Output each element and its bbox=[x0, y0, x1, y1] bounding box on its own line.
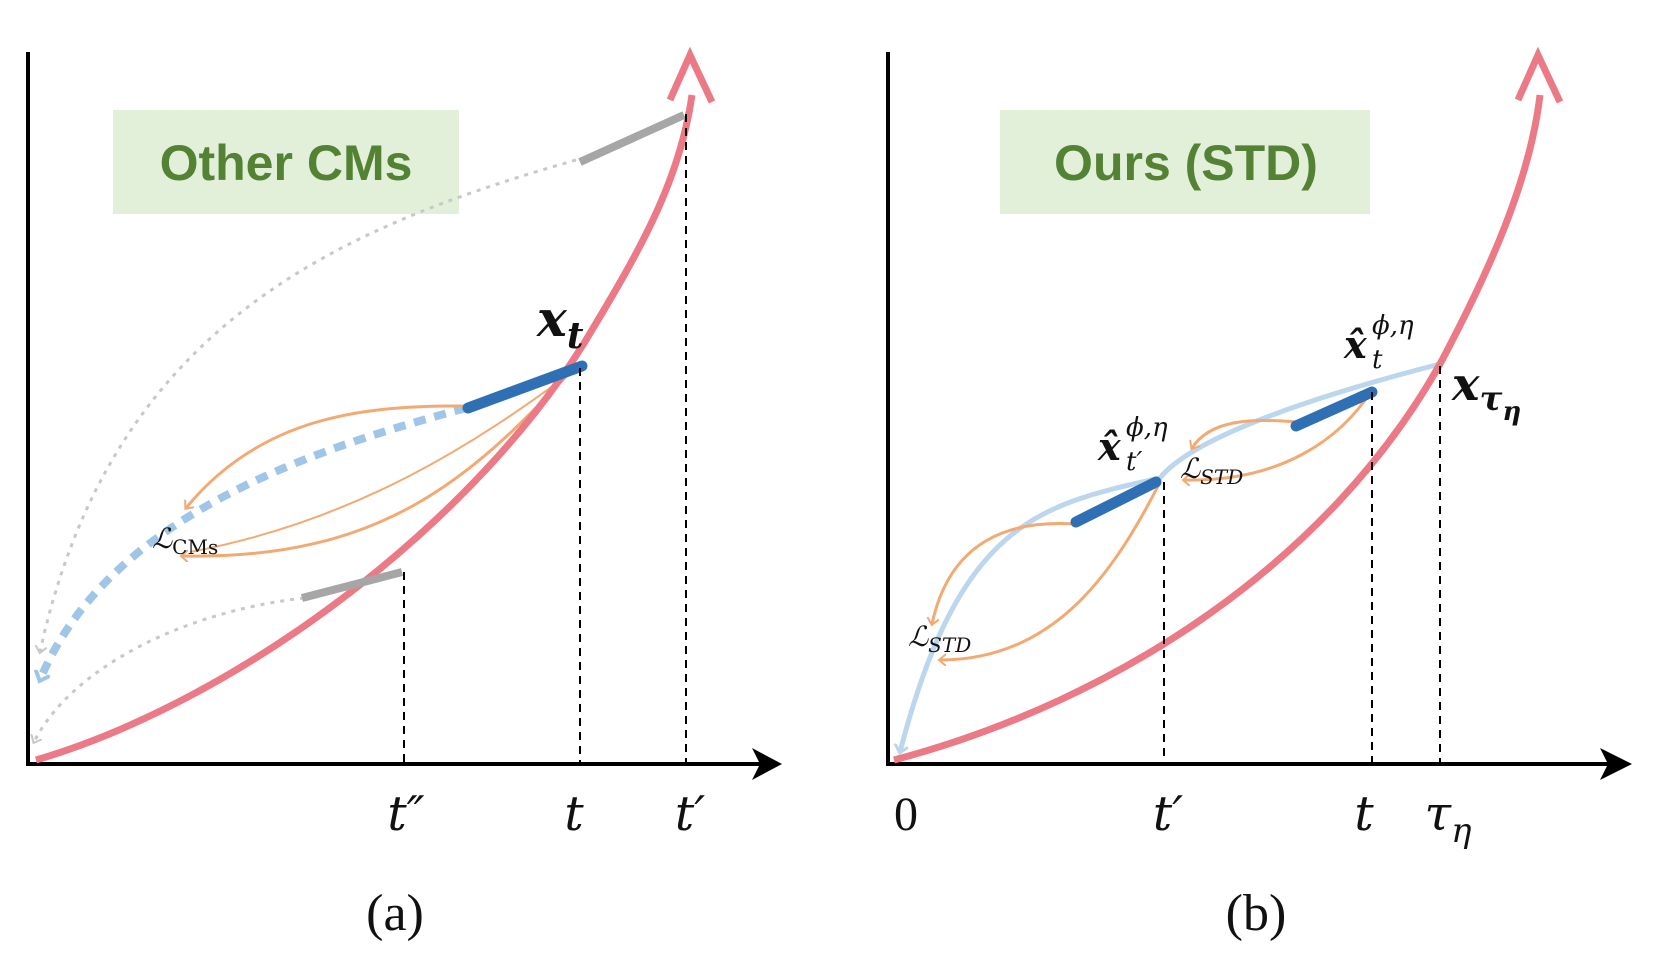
panel-a-dotted-path-top bbox=[40, 158, 577, 652]
panel-a-loss-arrow-lower bbox=[182, 368, 574, 556]
panel-b-est-tp-label: x̂ bbox=[1097, 424, 1122, 469]
panel-b-tick-t: t bbox=[1354, 786, 1374, 842]
panel-b-trajectory-arrowhead bbox=[1514, 46, 1564, 104]
panel-b-x-axis-arrowhead bbox=[1600, 748, 1632, 780]
panel-a-tick-t-double-prime: t″ bbox=[387, 786, 424, 842]
panel-b-est-t-label: x̂ bbox=[1343, 322, 1368, 367]
panel-b-loss-arrow-upper-a bbox=[1192, 418, 1297, 448]
panel-a-loss-arrow-mid bbox=[189, 371, 573, 553]
panel-b-loss-arrow-upper-b bbox=[1184, 389, 1374, 480]
panel-a-trajectory bbox=[35, 94, 696, 764]
panel-b-title: Ours (STD) bbox=[1054, 135, 1318, 191]
panel-b-blue-segment-t bbox=[1290, 386, 1378, 432]
panel-b-trajectory bbox=[893, 94, 1544, 764]
panel-b-loss-arrow-lower-b bbox=[940, 485, 1160, 660]
panel-b-est-t-sup: ϕ,η bbox=[1372, 311, 1414, 341]
panel-a-caption: (a) bbox=[366, 885, 424, 942]
panel-a-point-label: xt bbox=[536, 289, 584, 357]
panel-a-blue-segment bbox=[462, 360, 588, 414]
panel-b: Ours (STD) xτη x̂ ϕ,η t x̂ ϕ,η t′ ℒSTD ℒ… bbox=[886, 46, 1632, 942]
panel-b-tick-tau: τη bbox=[1425, 786, 1473, 851]
panel-b-est-t-sub: t bbox=[1372, 345, 1383, 375]
panel-b-tick-zero: 0 bbox=[894, 788, 918, 841]
panel-b-caption: (b) bbox=[1226, 885, 1287, 942]
panel-a-trajectory-arrowhead bbox=[666, 46, 716, 104]
panel-a-loss-label: ℒCMs bbox=[152, 522, 218, 559]
panel-b-loss-label-lower: ℒSTD bbox=[908, 620, 971, 657]
panel-a-gray-segment-top bbox=[578, 111, 686, 166]
panel-b-loss-label-upper: ℒSTD bbox=[1180, 452, 1243, 489]
panel-a-tick-t-prime: t′ bbox=[675, 786, 705, 842]
panel-a-title-box bbox=[113, 110, 459, 214]
panel-b-est-tp-sup: ϕ,η bbox=[1126, 413, 1168, 443]
panel-a-dashed-blue-path bbox=[40, 404, 468, 680]
panel-b-loss-arrow-lower-a bbox=[932, 522, 1075, 624]
panel-a-loss-arrow-upper bbox=[186, 404, 467, 508]
panel-a-point-sub: t bbox=[567, 315, 584, 357]
panel-b-blue-segment-t-prime bbox=[1070, 476, 1162, 528]
panel-b-est-tp-sub: t′ bbox=[1126, 447, 1142, 477]
panel-b-tick-t-prime: t′ bbox=[1153, 786, 1183, 842]
panel-a-gray-segment-bottom bbox=[300, 568, 404, 602]
panel-a-title: Other CMs bbox=[160, 135, 413, 191]
panel-a-x-axis-arrowhead bbox=[752, 748, 782, 780]
panel-a-tick-t: t bbox=[564, 786, 584, 842]
panel-a: Other CMs xt ℒCMs t″ t t′ (a) bbox=[26, 46, 782, 942]
panel-b-light-blue-path bbox=[900, 361, 1441, 752]
panel-b-title-box bbox=[1000, 110, 1370, 214]
panel-b-end-label: xτη bbox=[1451, 357, 1521, 427]
panel-a-dotted-path-bottom bbox=[34, 596, 305, 742]
